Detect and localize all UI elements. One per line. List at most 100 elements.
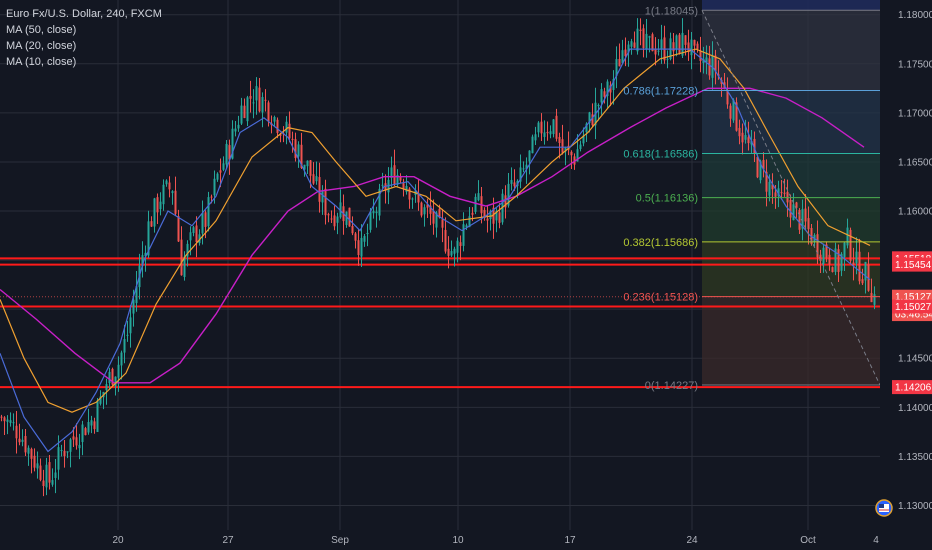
candle-body (555, 115, 558, 139)
candle-body (255, 86, 258, 101)
candle-body (27, 447, 30, 454)
candle-body (321, 191, 324, 203)
candle-body (540, 121, 543, 134)
candle-body (153, 198, 156, 227)
ma20-legend[interactable]: MA (20, close) (6, 40, 77, 52)
candle-body (816, 234, 819, 258)
candle-body (315, 176, 318, 182)
price-tick-label: 1.18000 (898, 10, 932, 21)
candle-body (66, 451, 69, 453)
price-tag-label: 1.15454 (895, 260, 932, 271)
candle-body (231, 128, 234, 159)
candle-body (597, 104, 600, 107)
candle-body (363, 236, 366, 242)
candle-body (858, 251, 861, 282)
candle-body (552, 119, 555, 135)
candle-body (627, 44, 630, 53)
time-axis[interactable]: 20 27 Sep 10 17 24 Oct 4 (112, 535, 879, 546)
candle-body (804, 208, 807, 222)
candle-body (684, 35, 687, 45)
candle-body (831, 267, 834, 272)
fib-zone (702, 10, 880, 91)
candle-body (459, 242, 462, 247)
candle-body (402, 183, 405, 189)
price-axis[interactable]: 1.130001.135001.140001.145001.150001.155… (880, 0, 932, 550)
candle-body (276, 119, 279, 133)
candle-body (528, 150, 531, 162)
candle-body (423, 207, 426, 215)
candle-body (405, 185, 408, 192)
candle-body (312, 174, 315, 184)
candle-body (171, 191, 174, 194)
candle-body (192, 227, 195, 233)
candle-body (285, 121, 288, 133)
candle-body (534, 134, 537, 141)
candle-body (756, 157, 759, 178)
candle-body (288, 123, 291, 139)
time-tick-label: 10 (452, 535, 464, 546)
candle-body (135, 286, 138, 304)
candle-body (513, 182, 516, 187)
fib-level-label: 0.382(1.15686) (623, 237, 698, 249)
candle-body (360, 237, 363, 257)
time-tick-label: Oct (800, 535, 816, 546)
candle-body (336, 216, 339, 223)
candle-body (873, 294, 876, 305)
candle-body (525, 164, 528, 170)
time-tick-label: Sep (331, 535, 349, 546)
candle-body (354, 233, 357, 241)
candle-body (441, 219, 444, 228)
candle-body (483, 209, 486, 218)
candle-body (9, 420, 12, 423)
candle-body (417, 193, 420, 203)
fib-level-label: 0.5(1.16136) (636, 193, 698, 205)
candle-body (126, 334, 129, 336)
ma20-line (0, 48, 871, 413)
candle-body (96, 400, 99, 432)
candle-body (324, 188, 327, 216)
candle-body (633, 42, 636, 48)
candle-body (690, 39, 693, 56)
candle-body (738, 127, 741, 137)
candle-body (243, 105, 246, 119)
candle-body (666, 58, 669, 60)
candle-body (546, 132, 549, 134)
candle-body (792, 204, 795, 221)
candle-body (843, 242, 846, 258)
candle-body (582, 135, 585, 144)
candle-body (318, 177, 321, 202)
candle-body (426, 204, 429, 208)
candle-body (852, 262, 855, 266)
candle-body (660, 39, 663, 49)
candle-body (654, 49, 657, 55)
symbol-title[interactable]: Euro Fx/U.S. Dollar, 240, FXCM (6, 8, 162, 20)
candle-body (780, 192, 783, 194)
candle-body (390, 167, 393, 178)
candle-body (198, 234, 201, 244)
candle-body (645, 33, 648, 49)
ma10-legend[interactable]: MA (10, close) (6, 56, 77, 68)
flag-icon[interactable] (875, 499, 893, 517)
fibonacci-trend-line[interactable] (701, 10, 881, 386)
candle-body (210, 196, 213, 198)
candle-body (621, 50, 624, 63)
candle-body (246, 97, 249, 122)
candle-body (687, 42, 690, 53)
candle-body (768, 181, 771, 196)
candle-body (465, 225, 468, 228)
candle-body (474, 196, 477, 212)
candle-body (453, 248, 456, 254)
candle-body (870, 292, 873, 303)
price-tick-label: 1.13000 (898, 501, 932, 512)
candle-body (165, 180, 168, 185)
candle-body (399, 177, 402, 181)
candle-body (507, 183, 510, 206)
ma50-legend[interactable]: MA (50, close) (6, 24, 77, 36)
candle-body (477, 193, 480, 201)
candle-body (234, 128, 237, 132)
price-tick-label: 1.13500 (898, 452, 932, 463)
candle-body (348, 207, 351, 227)
candle-body (75, 437, 78, 446)
candle-body (438, 208, 441, 218)
